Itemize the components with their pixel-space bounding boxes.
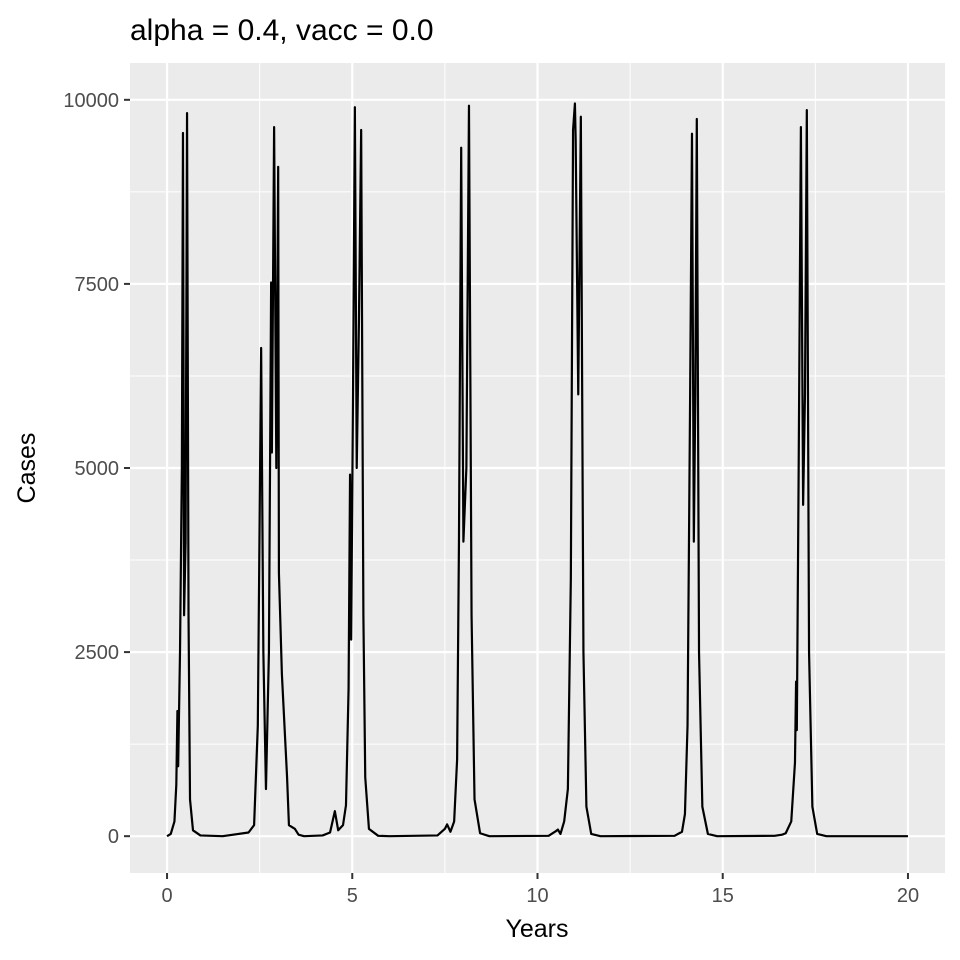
y-tick-label: 2500 bbox=[75, 642, 120, 664]
y-tick-label: 10000 bbox=[63, 90, 119, 112]
y-axis-title: Cases bbox=[13, 433, 41, 504]
x-tick-label: 20 bbox=[897, 885, 919, 907]
y-tick-label: 7500 bbox=[75, 274, 120, 296]
data-line bbox=[166, 102, 908, 838]
x-tick-label: 15 bbox=[712, 885, 734, 907]
x-tick-label: 10 bbox=[526, 885, 548, 907]
x-axis-title: Years bbox=[505, 915, 568, 943]
y-tick-label: 5000 bbox=[75, 458, 120, 480]
x-tick-label: 5 bbox=[347, 885, 358, 907]
chart-title: alpha = 0.4, vacc = 0.0 bbox=[130, 14, 434, 47]
y-tick-label: 0 bbox=[108, 826, 119, 848]
x-tick-label: 0 bbox=[161, 885, 172, 907]
